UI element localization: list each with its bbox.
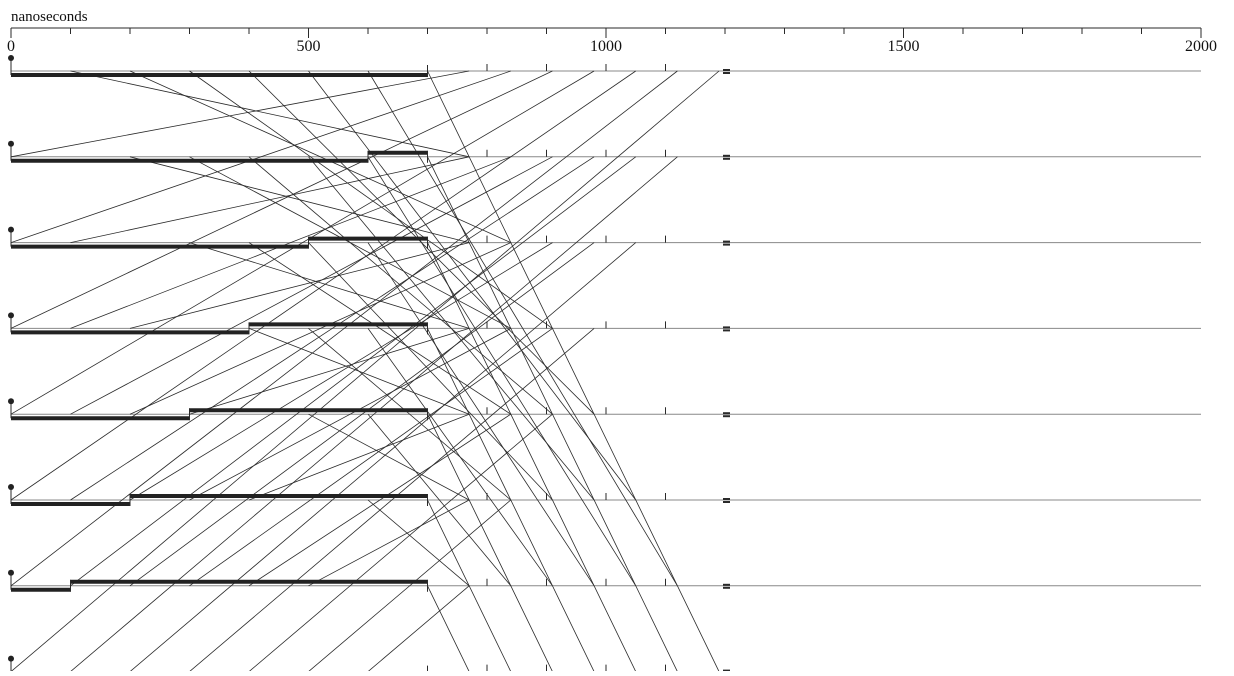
wire [129, 242, 637, 672]
wire [189, 328, 595, 672]
wire [427, 585, 470, 672]
wire [129, 242, 470, 329]
axis-tick-label: 1500 [888, 38, 920, 55]
start-dot [8, 55, 14, 61]
wire [70, 156, 553, 415]
axis-tick-label: 0 [7, 38, 15, 55]
wire [367, 156, 637, 587]
wire [427, 414, 553, 672]
wire [308, 413, 470, 501]
wire [10, 70, 636, 501]
wire [367, 499, 470, 587]
axis-tick-label: 1000 [590, 38, 622, 55]
wire [248, 156, 553, 415]
wire [10, 70, 595, 415]
wire [308, 499, 470, 587]
wire [367, 70, 678, 587]
wire [129, 242, 595, 587]
axis-tick-label: 500 [297, 38, 321, 55]
axis-unit-label: nanoseconds [11, 9, 88, 25]
wire [10, 70, 553, 329]
wire [70, 156, 636, 587]
wire [308, 70, 637, 501]
wire [129, 70, 511, 243]
wire [70, 70, 470, 158]
start-dot [8, 140, 14, 147]
start-dot [8, 312, 14, 319]
start-dot [8, 484, 14, 490]
wire [367, 242, 595, 587]
wire [308, 328, 512, 501]
wire [189, 328, 470, 415]
wire [308, 499, 512, 672]
wire [367, 328, 553, 587]
wire [10, 70, 720, 672]
wire [70, 156, 511, 329]
wire [189, 242, 470, 329]
wire [129, 242, 553, 501]
wire [367, 585, 470, 672]
wire [189, 70, 553, 329]
wire [70, 156, 678, 672]
wire [10, 70, 470, 158]
start-dot [8, 398, 14, 405]
wire [427, 242, 637, 672]
wire [70, 156, 595, 501]
wire [248, 413, 553, 672]
wire [10, 70, 678, 587]
wire [248, 413, 512, 587]
wire [427, 70, 720, 672]
start-dot [8, 655, 14, 662]
wire [129, 242, 511, 415]
wire [70, 156, 470, 243]
axis-tick-label: 2000 [1185, 38, 1217, 55]
wire [10, 70, 511, 243]
wire [189, 328, 553, 587]
wire [248, 413, 470, 501]
start-dot [8, 226, 14, 233]
wire [189, 328, 511, 501]
start-dot [8, 569, 14, 576]
